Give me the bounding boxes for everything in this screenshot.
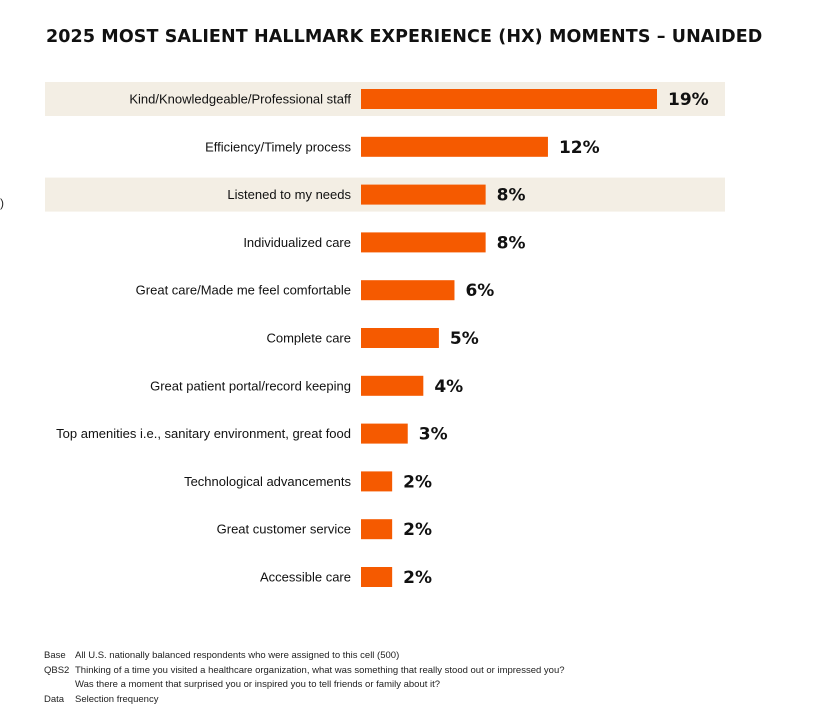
category-label: Individualized care [243, 235, 351, 250]
footnote-row: Was there a moment that surprised you or… [44, 678, 565, 693]
bar [361, 567, 393, 587]
value-label: 19% [668, 90, 709, 110]
bar [361, 328, 439, 348]
edge-mark: ) [0, 196, 4, 210]
bar [361, 375, 424, 396]
value-label: 4% [434, 377, 463, 397]
footnote-key: QBS2 [44, 664, 70, 676]
bar [361, 232, 486, 253]
footnote-text: Thinking of a time you visited a healthc… [75, 664, 565, 676]
footnote-key [44, 678, 75, 693]
category-label: Complete care [266, 331, 351, 346]
footnotes: Base All U.S. nationally balanced respond… [44, 649, 565, 707]
footnote-text: All U.S. nationally balanced respondents… [75, 650, 400, 661]
value-label: 2% [403, 520, 432, 540]
bar [361, 136, 548, 157]
bar [361, 89, 657, 109]
footnote-row: Base All U.S. nationally balanced respond… [44, 649, 565, 664]
category-label: Efficiency/Timely process [205, 139, 351, 154]
value-label: 8% [497, 233, 526, 253]
bar [361, 519, 393, 540]
category-label: Great customer service [217, 522, 351, 537]
footnote-key: Base [44, 650, 66, 661]
category-label: Listened to my needs [227, 187, 351, 202]
value-label: 6% [465, 281, 494, 301]
value-label: 3% [419, 425, 448, 445]
category-label: Accessible care [260, 570, 351, 585]
category-label: Top amenities i.e., sanitary environment… [56, 426, 351, 441]
chart-title: 2025 MOST SALIENT HALLMARK EXPERIENCE (H… [46, 27, 763, 47]
footnote-text: Selection frequency [75, 693, 159, 705]
category-label: Technological advancements [184, 474, 351, 489]
category-label: Great patient portal/record keeping [150, 378, 351, 393]
value-label: 8% [497, 186, 526, 206]
footnote-key: Data [44, 693, 65, 705]
category-label: Great care/Made me feel comfortable [136, 283, 351, 298]
footnote-row: QBS2 Thinking of a time you visited a hea… [44, 664, 565, 679]
bar [361, 280, 455, 301]
category-label: Kind/Knowledgeable/Professional staff [129, 92, 351, 107]
footnote-text: Was there a moment that surprised you or… [75, 679, 441, 690]
bar [361, 423, 408, 444]
bar [361, 471, 393, 492]
value-label: 5% [450, 329, 479, 349]
bar-chart: Kind/Knowledgeable/Professional staff 19%… [45, 82, 725, 588]
value-label: 12% [559, 138, 600, 158]
value-label: 2% [403, 568, 432, 588]
bar [361, 184, 486, 205]
value-label: 2% [403, 472, 432, 492]
footnote-row: Data Selection frequency [44, 693, 565, 708]
